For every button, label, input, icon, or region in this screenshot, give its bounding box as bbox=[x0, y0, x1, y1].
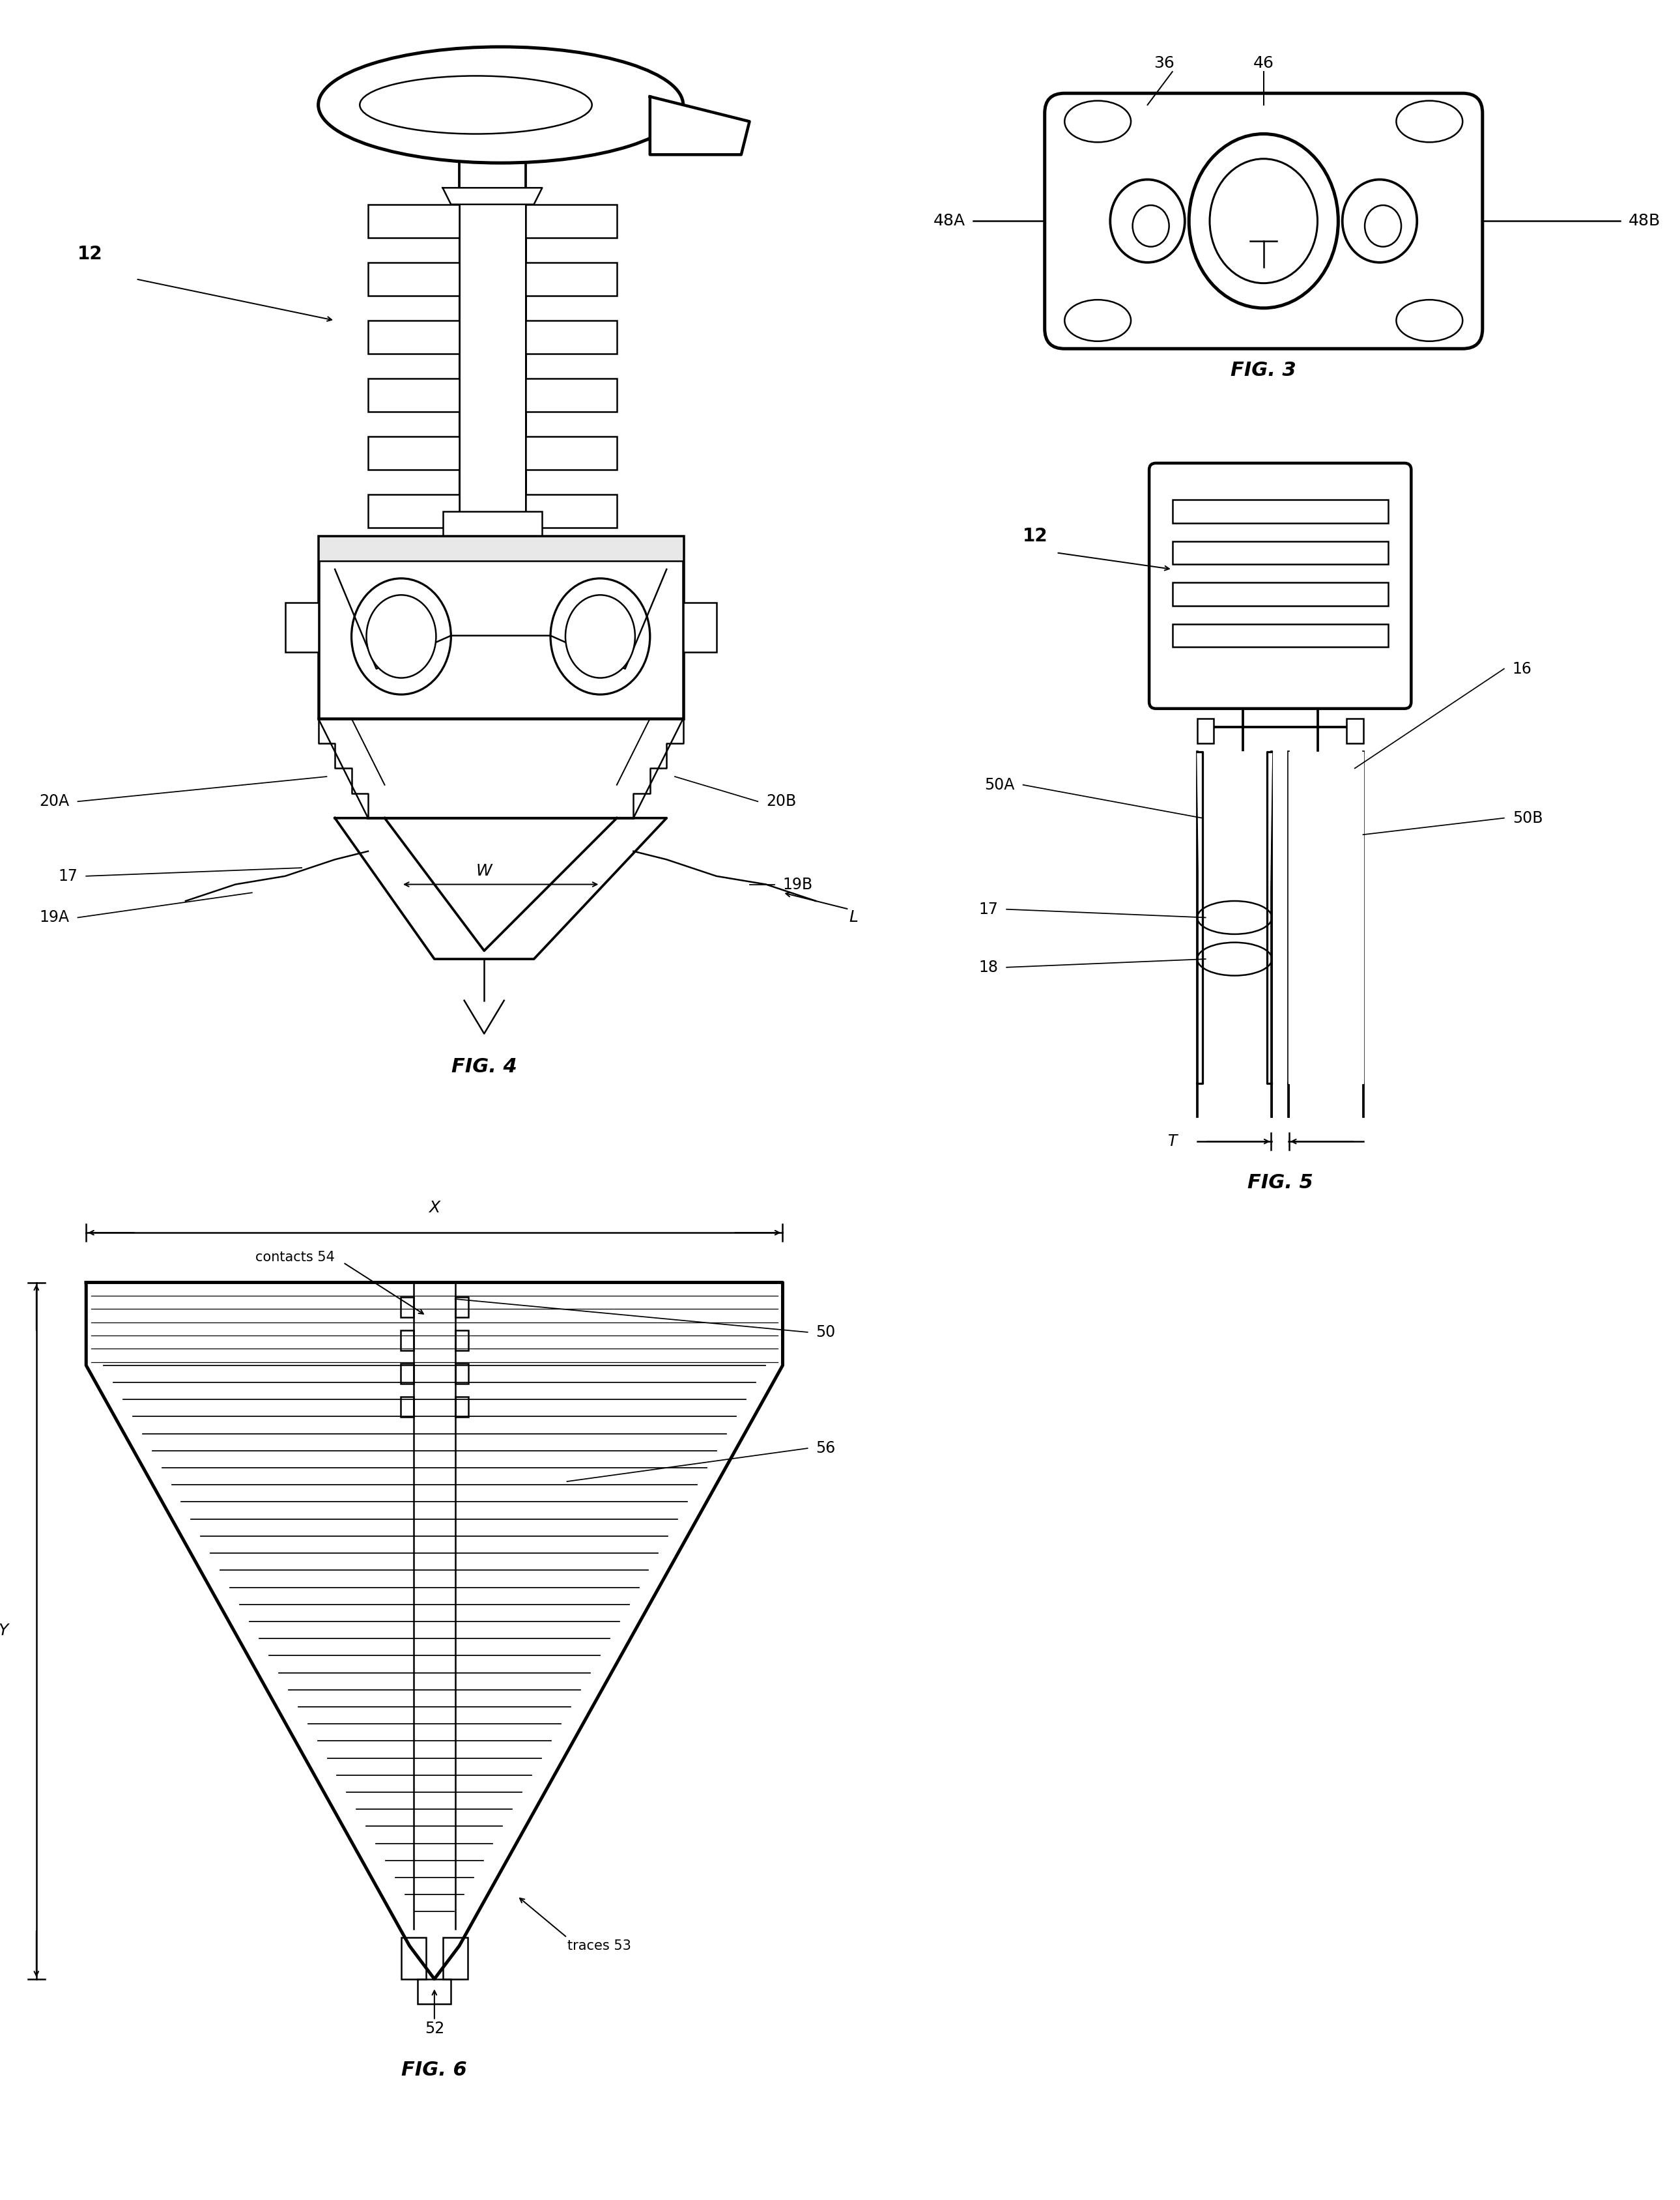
Bar bbox=[368, 205, 459, 238]
Bar bbox=[318, 537, 684, 719]
Text: 12: 12 bbox=[1023, 528, 1048, 546]
Bar bbox=[526, 321, 617, 354]
Bar bbox=[402, 1938, 427, 1980]
Text: 20B: 20B bbox=[766, 794, 796, 810]
Ellipse shape bbox=[1065, 101, 1131, 143]
Text: FIG. 6: FIG. 6 bbox=[402, 2061, 467, 2079]
Text: FIG. 5: FIG. 5 bbox=[1247, 1173, 1314, 1192]
Text: X: X bbox=[428, 1199, 440, 1217]
Text: 17: 17 bbox=[59, 869, 77, 884]
Text: 12: 12 bbox=[77, 244, 102, 264]
FancyBboxPatch shape bbox=[1045, 92, 1482, 348]
Bar bbox=[526, 262, 617, 295]
Ellipse shape bbox=[1110, 180, 1184, 262]
Ellipse shape bbox=[1210, 158, 1317, 284]
Ellipse shape bbox=[1065, 299, 1131, 341]
Bar bbox=[418, 1980, 450, 2004]
Text: T: T bbox=[1168, 1133, 1178, 1148]
Text: 50: 50 bbox=[816, 1324, 835, 1340]
Bar bbox=[1173, 625, 1388, 647]
Bar bbox=[400, 1364, 413, 1384]
Text: 56: 56 bbox=[816, 1441, 835, 1456]
Text: 48A: 48A bbox=[932, 213, 964, 229]
Text: traces 53: traces 53 bbox=[568, 1940, 630, 1951]
Ellipse shape bbox=[1189, 134, 1339, 308]
Bar bbox=[1173, 541, 1388, 563]
Text: 36: 36 bbox=[1154, 55, 1174, 70]
FancyBboxPatch shape bbox=[1149, 464, 1411, 708]
Bar bbox=[286, 603, 318, 651]
Ellipse shape bbox=[318, 46, 684, 163]
Bar bbox=[455, 1397, 469, 1417]
Bar bbox=[684, 603, 716, 651]
Text: 18: 18 bbox=[979, 959, 998, 975]
Text: contacts 54: contacts 54 bbox=[255, 1252, 334, 1265]
Text: FIG. 3: FIG. 3 bbox=[1231, 361, 1297, 381]
Ellipse shape bbox=[1364, 205, 1401, 246]
Text: Y: Y bbox=[0, 1624, 8, 1639]
Bar bbox=[318, 537, 684, 561]
Text: 17: 17 bbox=[979, 902, 998, 917]
Bar bbox=[368, 262, 459, 295]
Ellipse shape bbox=[366, 594, 437, 678]
Polygon shape bbox=[1289, 752, 1362, 1082]
Text: 48B: 48B bbox=[1628, 213, 1660, 229]
Bar bbox=[526, 378, 617, 411]
Text: 19A: 19A bbox=[40, 911, 69, 926]
Bar bbox=[444, 510, 543, 537]
Ellipse shape bbox=[351, 579, 450, 695]
Ellipse shape bbox=[566, 594, 635, 678]
Polygon shape bbox=[86, 1283, 783, 1980]
Bar bbox=[526, 495, 617, 528]
Text: 16: 16 bbox=[1512, 660, 1532, 678]
Polygon shape bbox=[650, 97, 749, 154]
Bar bbox=[1346, 719, 1362, 744]
Bar bbox=[455, 1331, 469, 1351]
Bar bbox=[368, 495, 459, 528]
Ellipse shape bbox=[1396, 101, 1463, 143]
Bar bbox=[400, 1331, 413, 1351]
Bar bbox=[526, 205, 617, 238]
Ellipse shape bbox=[1396, 299, 1463, 341]
Text: 19B: 19B bbox=[783, 876, 813, 893]
Bar bbox=[444, 1938, 467, 1980]
Bar bbox=[368, 378, 459, 411]
Text: W: W bbox=[475, 862, 492, 880]
Bar bbox=[1173, 499, 1388, 524]
Bar bbox=[526, 436, 617, 471]
Bar bbox=[1198, 719, 1215, 744]
Bar bbox=[455, 1298, 469, 1318]
Bar bbox=[400, 1298, 413, 1318]
Text: 50A: 50A bbox=[984, 777, 1015, 792]
Text: 46: 46 bbox=[1253, 55, 1273, 70]
Text: 50B: 50B bbox=[1512, 810, 1542, 825]
Polygon shape bbox=[444, 187, 543, 205]
Bar bbox=[400, 1397, 413, 1417]
Text: 20A: 20A bbox=[40, 794, 69, 810]
Ellipse shape bbox=[551, 579, 650, 695]
Bar bbox=[368, 321, 459, 354]
Text: FIG. 4: FIG. 4 bbox=[452, 1058, 517, 1076]
Ellipse shape bbox=[1342, 180, 1416, 262]
Bar bbox=[368, 436, 459, 471]
Bar bbox=[1173, 583, 1388, 605]
Polygon shape bbox=[1198, 752, 1272, 1082]
Bar bbox=[455, 1364, 469, 1384]
Ellipse shape bbox=[1132, 205, 1169, 246]
Ellipse shape bbox=[360, 75, 591, 134]
Text: 52: 52 bbox=[425, 2022, 444, 2037]
Text: L: L bbox=[848, 911, 858, 926]
